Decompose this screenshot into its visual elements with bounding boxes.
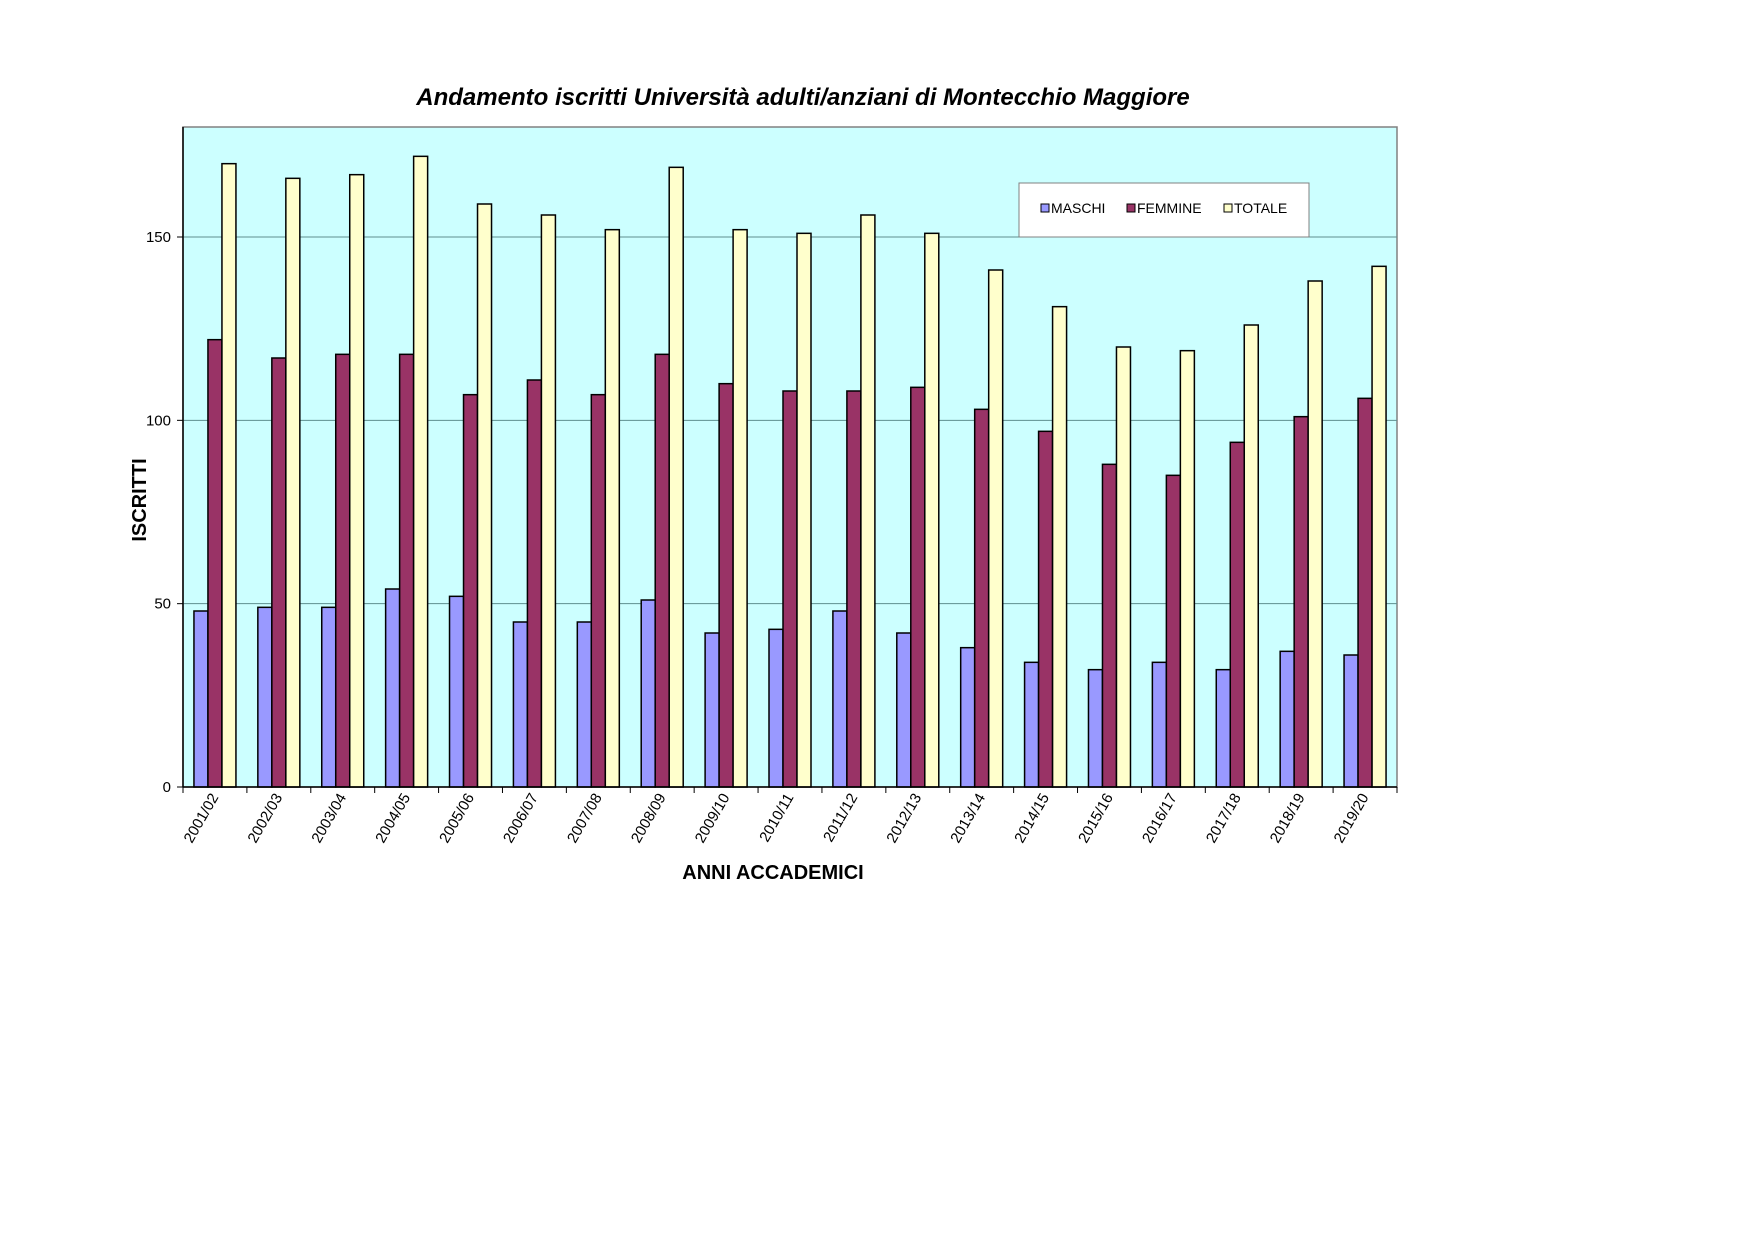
bar-maschi-2013/14 [959, 646, 976, 788]
bar-femmine-2005/06 [462, 393, 479, 788]
bar-femmine-2004/05 [398, 353, 415, 788]
x-tick-label: 2012/13 [883, 791, 925, 846]
y-tick-label: 100 [146, 412, 171, 429]
bar-maschi-2015/16 [1087, 668, 1104, 788]
bar-totale-2001/02 [221, 162, 237, 788]
bar-femmine-2003/04 [334, 353, 351, 788]
bar-femmine-2010/11 [782, 390, 798, 788]
bar-femmine-2018/19 [1293, 415, 1309, 788]
bar-totale-2007/08 [604, 228, 621, 788]
bar-femmine-2017/18 [1229, 441, 1246, 788]
legend-label-totale: TOTALE [1234, 200, 1287, 216]
legend: MASCHI FEMMINE TOTALE [1018, 182, 1310, 238]
bar-maschi-2004/05 [384, 588, 401, 788]
bar-femmine-2014/15 [1037, 430, 1054, 788]
y-tick-label: 50 [154, 596, 171, 613]
x-tick-label: 2006/07 [500, 791, 542, 846]
bar-totale-2012/13 [924, 232, 940, 788]
x-tick-label: 2008/09 [628, 791, 670, 846]
bar-maschi-2005/06 [448, 595, 465, 788]
bar-maschi-2014/15 [1023, 661, 1040, 788]
x-tick-label: 2001/02 [181, 791, 223, 846]
bar-totale-2014/15 [1051, 305, 1068, 788]
x-tick-label: 2010/11 [756, 791, 797, 845]
bar-femmine-2007/08 [590, 393, 607, 788]
bar-femmine-2009/10 [718, 382, 734, 788]
x-tick-label: 2015/16 [1075, 791, 1117, 846]
bar-totale-2013/14 [987, 269, 1004, 788]
bar-femmine-2011/12 [846, 390, 862, 788]
bar-totale-2019/20 [1371, 265, 1387, 788]
legend-label-femmine: FEMMINE [1137, 200, 1202, 216]
bar-totale-2009/10 [732, 228, 748, 788]
bar-maschi-2017/18 [1215, 668, 1232, 788]
x-tick-label: 2011/12 [820, 791, 861, 845]
bar-maschi-2003/04 [320, 606, 337, 788]
y-axis: 0 50 100 150 [146, 127, 184, 796]
x-tick-label: 2007/08 [564, 791, 606, 846]
bar-maschi-2019/20 [1343, 654, 1359, 788]
x-axis: 2001/02 2002/03 2003/04 2004/05 2005/06 2006/… [181, 786, 1398, 846]
x-tick-label: 2004/05 [372, 791, 414, 846]
legend-label-maschi: MASCHI [1051, 200, 1105, 216]
bar-femmine-2012/13 [910, 386, 926, 788]
bar-maschi-2009/10 [704, 632, 720, 788]
bars [193, 155, 1387, 788]
legend-swatch-femmine [1126, 203, 1136, 213]
legend-box [1018, 182, 1310, 238]
bar-femmine-2001/02 [207, 338, 223, 788]
bar-femmine-2015/16 [1101, 463, 1118, 788]
bar-totale-2015/16 [1115, 346, 1132, 788]
chart-title: Andamento iscritti Università adulti/anz… [415, 84, 1189, 111]
bar-totale-2005/06 [476, 203, 493, 788]
bar-maschi-2012/13 [896, 632, 912, 788]
x-axis-title: ANNI ACCADEMICI [682, 862, 863, 884]
bar-maschi-2011/12 [832, 610, 848, 788]
bar-maschi-2008/09 [640, 599, 656, 788]
bar-maschi-2007/08 [576, 621, 593, 788]
bar-totale-2017/18 [1243, 324, 1260, 788]
x-tick-label: 2018/19 [1267, 791, 1309, 846]
x-tick-label: 2014/15 [1011, 791, 1053, 846]
bar-maschi-2018/19 [1279, 650, 1295, 788]
x-tick-label: 2002/03 [244, 791, 286, 846]
bar-maschi-2010/11 [768, 628, 784, 788]
x-tick-label: 2017/18 [1203, 791, 1245, 846]
bar-maschi-2001/02 [193, 610, 209, 788]
bar-maschi-2006/07 [512, 621, 529, 788]
y-tick-label: 0 [163, 779, 171, 796]
bar-totale-2003/04 [348, 173, 365, 788]
bar-femmine-2013/14 [973, 408, 990, 788]
bar-totale-2002/03 [285, 177, 301, 788]
legend-swatch-totale [1223, 203, 1233, 213]
bar-totale-2008/09 [668, 166, 684, 788]
bar-femmine-2002/03 [271, 357, 287, 788]
legend-swatch-maschi [1040, 203, 1050, 213]
bar-totale-2018/19 [1307, 280, 1323, 788]
bar-totale-2016/17 [1179, 349, 1196, 788]
bar-femmine-2016/17 [1165, 474, 1182, 788]
x-tick-label: 2016/17 [1139, 791, 1181, 846]
x-tick-label: 2013/14 [947, 791, 989, 846]
bar-femmine-2019/20 [1357, 397, 1373, 788]
bar-totale-2010/11 [796, 232, 812, 788]
x-tick-label: 2009/10 [692, 791, 734, 846]
bar-totale-2006/07 [540, 214, 557, 788]
bar-maschi-2016/17 [1151, 661, 1168, 788]
y-axis-title: ISCRITTI [129, 458, 151, 541]
y-tick-label: 150 [146, 229, 171, 246]
bar-totale-2011/12 [860, 214, 876, 788]
bar-maschi-2002/03 [257, 606, 273, 788]
bar-totale-2004/05 [412, 155, 429, 788]
x-tick-label: 2005/06 [436, 791, 478, 846]
bar-femmine-2006/07 [526, 379, 543, 788]
x-tick-label: 2019/20 [1331, 791, 1373, 846]
bar-femmine-2008/09 [654, 353, 670, 788]
x-tick-label: 2003/04 [308, 791, 350, 846]
